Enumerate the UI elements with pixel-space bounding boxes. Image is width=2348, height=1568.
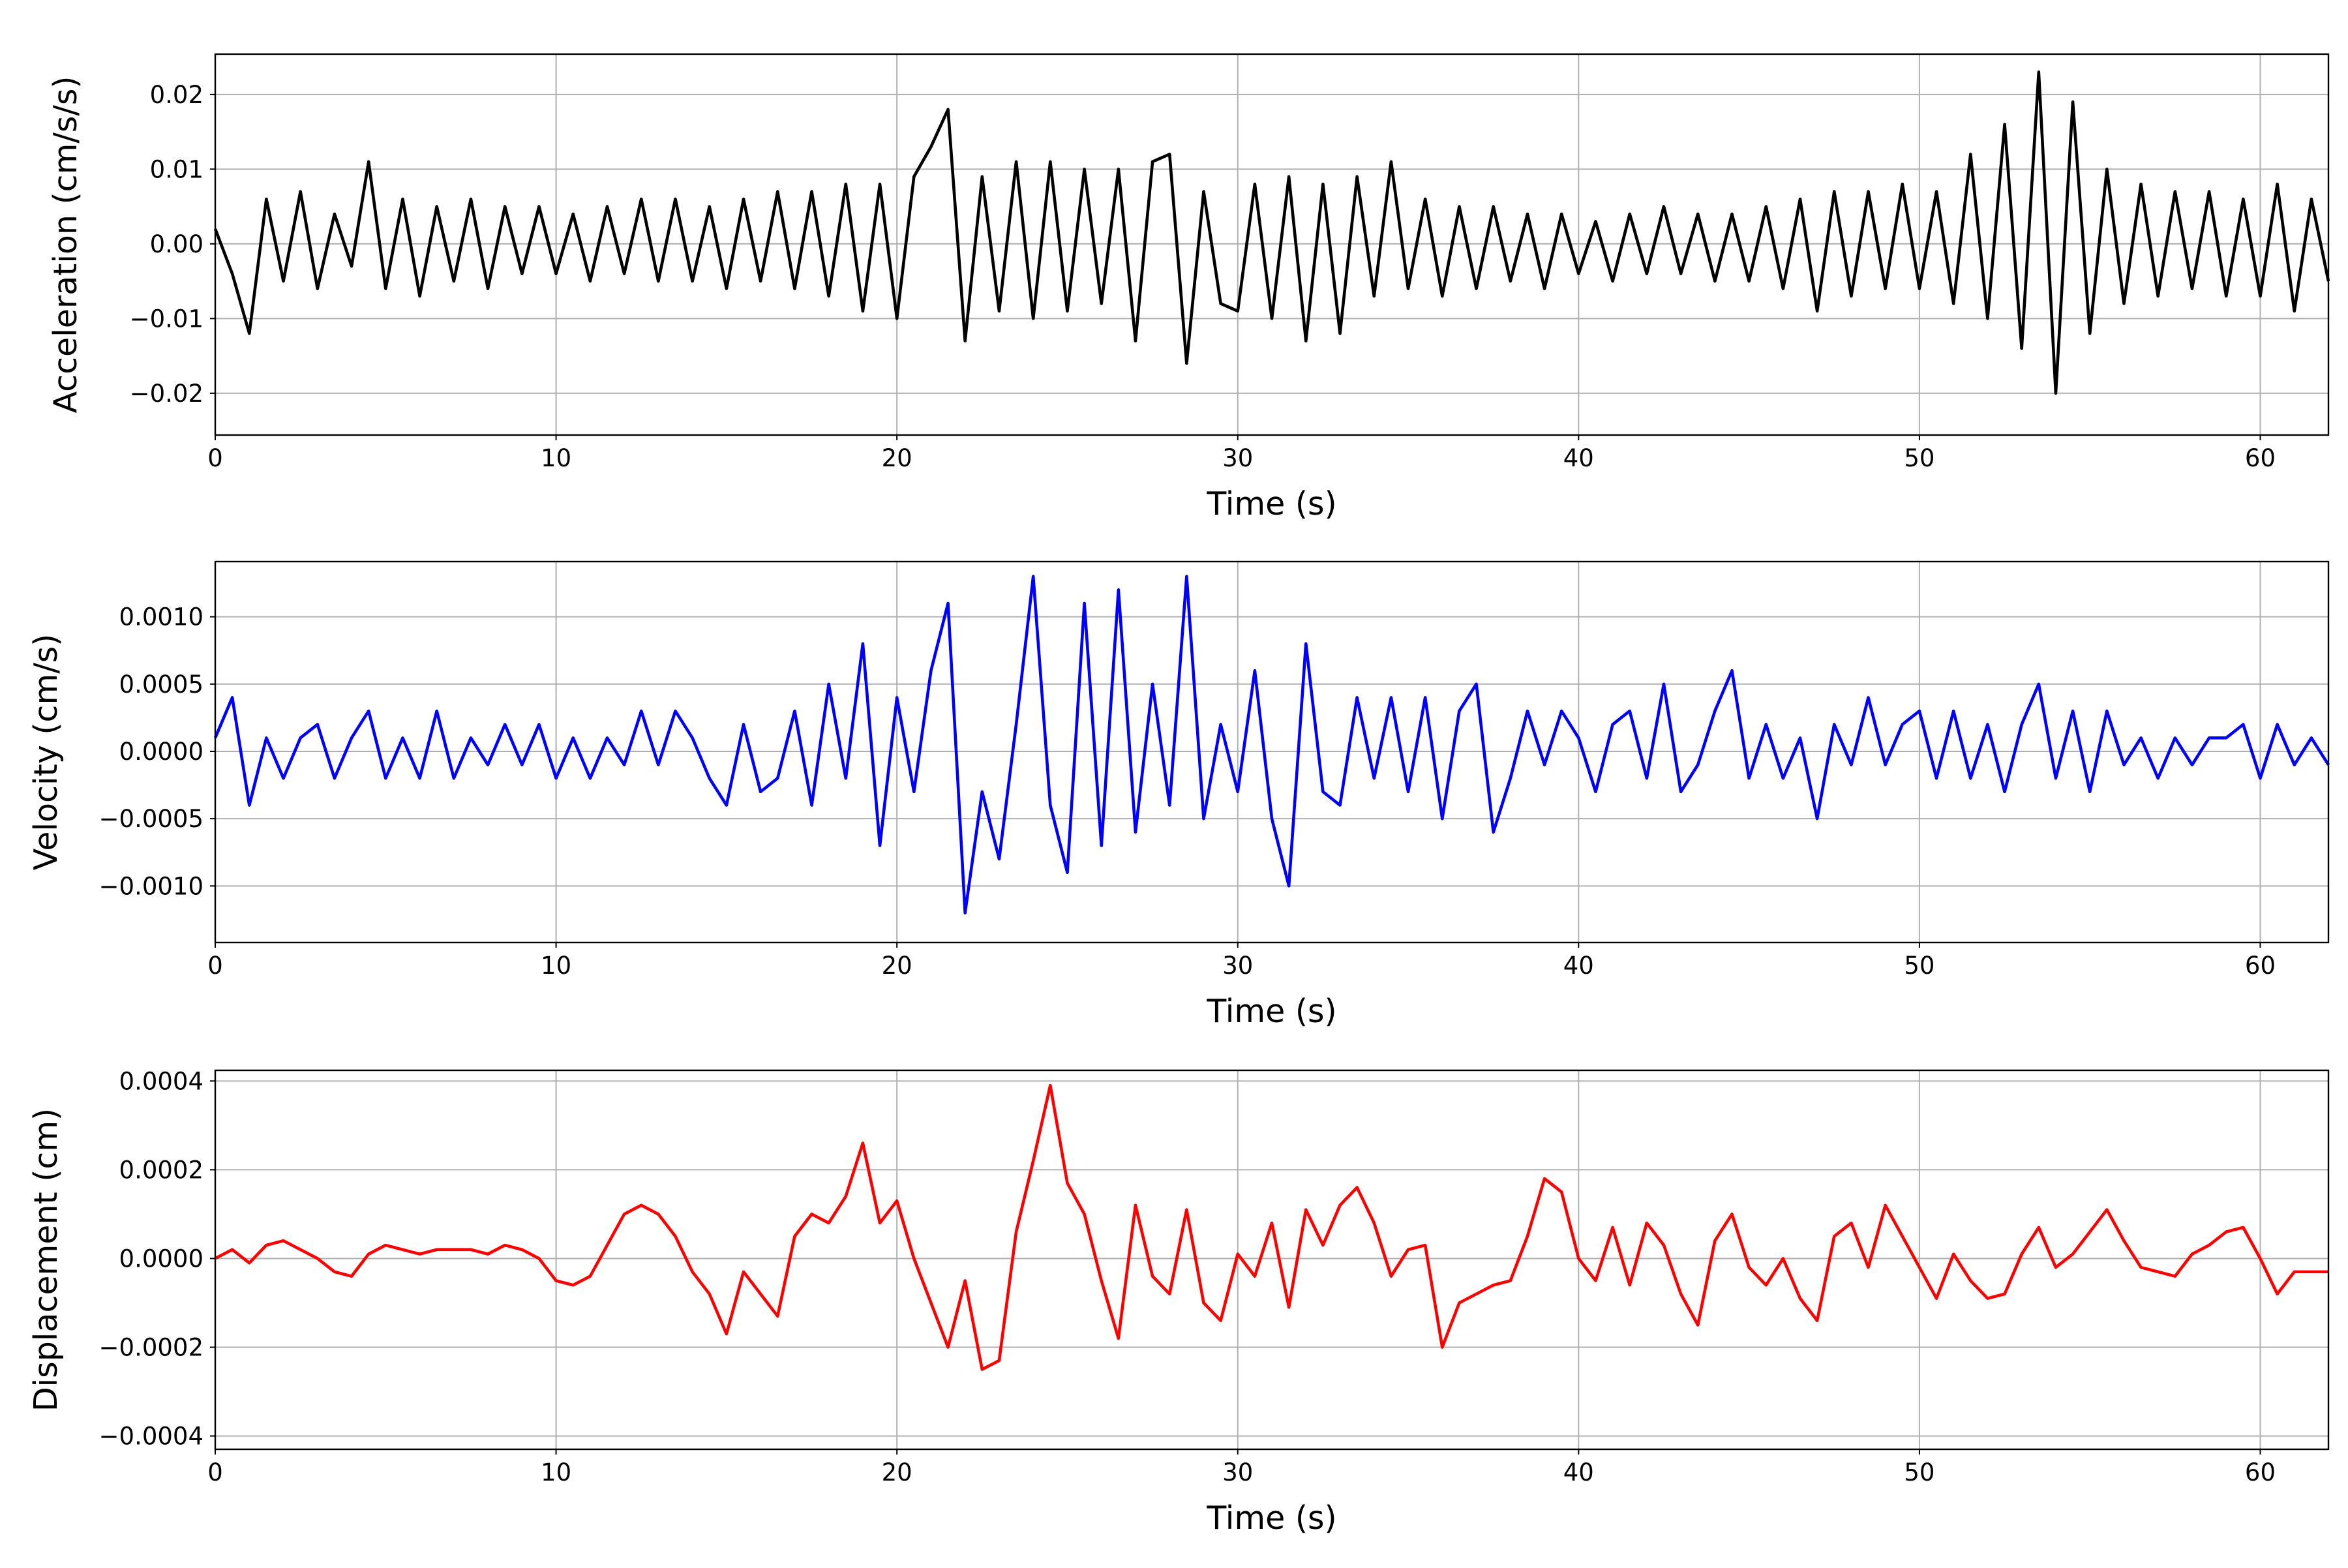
x-tick-label: 0	[207, 1458, 223, 1486]
y-axis-label: Displacement (cm)	[27, 1108, 65, 1411]
x-axis-label: Time (s)	[1206, 485, 1336, 522]
x-tick-label: 40	[1563, 952, 1594, 980]
y-tick-label: −0.0005	[99, 805, 203, 833]
y-tick-label: −0.02	[130, 380, 203, 408]
y-tick-label: 0.0010	[119, 603, 203, 631]
x-tick-label: 10	[541, 444, 571, 472]
x-tick-label: 60	[2245, 1458, 2276, 1486]
x-tick-label: 30	[1222, 444, 1253, 472]
y-tick-label: 0.0004	[119, 1067, 203, 1095]
y-tick-label: 0.0000	[119, 1244, 203, 1273]
x-tick-label: 40	[1563, 444, 1594, 472]
x-tick-label: 10	[541, 952, 571, 980]
y-axis-label: Velocity (cm/s)	[27, 634, 65, 871]
y-tick-label: 0.0005	[119, 671, 203, 699]
x-axis-label: Time (s)	[1206, 993, 1336, 1030]
y-tick-label: 0.02	[150, 81, 203, 109]
y-tick-label: −0.0002	[99, 1334, 203, 1362]
y-tick-label: −0.0004	[99, 1423, 203, 1451]
axes-frame	[214, 560, 2330, 944]
x-axis-label: Time (s)	[1206, 1500, 1336, 1537]
x-tick-label: 10	[541, 1458, 571, 1486]
x-tick-label: 0	[207, 952, 223, 980]
y-tick-label: 0.01	[150, 155, 203, 183]
y-tick-label: 0.0000	[119, 738, 203, 766]
y-tick-label: −0.0010	[99, 872, 203, 900]
y-axis-label: Acceleration (cm/s/s)	[47, 76, 84, 413]
x-tick-label: 60	[2245, 952, 2276, 980]
x-tick-label: 40	[1563, 1458, 1594, 1486]
x-tick-label: 50	[1904, 444, 1934, 472]
signal-line	[213, 70, 2330, 395]
y-tick-label: 0.00	[150, 230, 203, 258]
x-tick-label: 30	[1222, 1458, 1253, 1486]
axes-frame	[214, 53, 2330, 436]
signal-line	[214, 1083, 2328, 1371]
axes-frame	[214, 1069, 2330, 1451]
x-tick-label: 20	[882, 1458, 912, 1486]
signal-line	[213, 575, 2330, 914]
x-tick-label: 20	[882, 444, 912, 472]
x-tick-label: 20	[882, 952, 912, 980]
y-tick-label: 0.0002	[119, 1156, 203, 1184]
x-tick-label: 60	[2245, 444, 2276, 472]
x-tick-label: 0	[207, 444, 223, 472]
x-tick-label: 50	[1904, 952, 1934, 980]
x-tick-label: 30	[1222, 952, 1253, 980]
y-tick-label: −0.01	[130, 305, 203, 333]
x-tick-label: 50	[1904, 1458, 1934, 1486]
